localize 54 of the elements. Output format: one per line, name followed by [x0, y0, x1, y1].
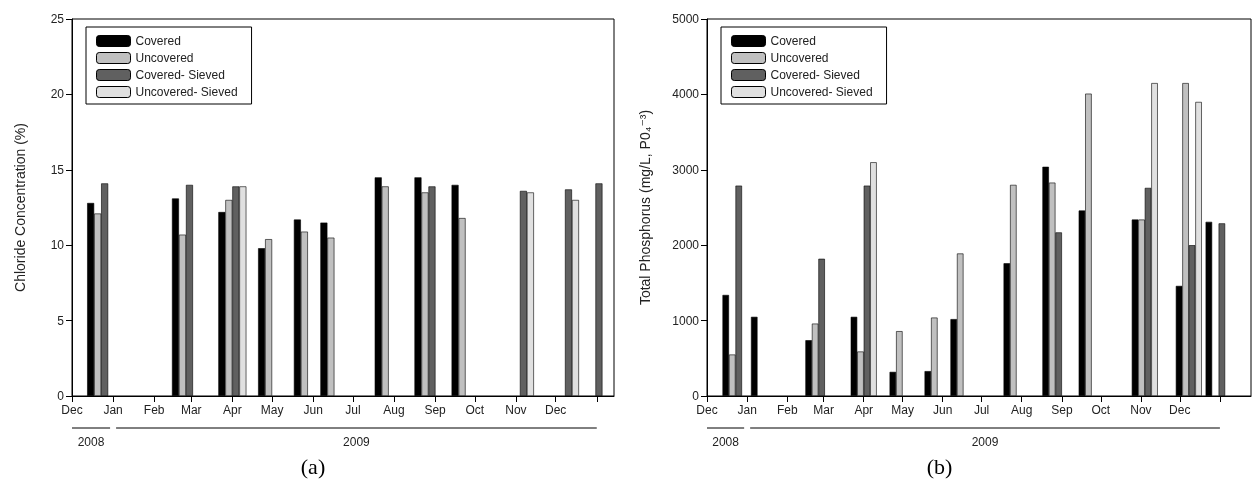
text: 2009 — [343, 435, 371, 449]
y-tick-label: 20 — [50, 87, 65, 102]
x-tick-label: Sep — [1051, 403, 1073, 417]
x-tick-label: Apr — [854, 403, 874, 417]
x-tick-label: Jul — [345, 403, 361, 417]
x-tick-label: Jan — [103, 403, 123, 417]
text: 2008 — [712, 435, 740, 449]
x-tick-label: Dec — [1169, 403, 1191, 417]
x-tick-label: May — [260, 403, 284, 417]
x-tick-label: Dec — [61, 403, 83, 417]
x-tick-label: Jul — [973, 403, 990, 417]
y-tick-label: 15 — [50, 162, 65, 177]
x-tick-label: Aug — [383, 403, 405, 417]
x-tick-label: Apr — [223, 403, 242, 417]
y-tick-label: 5 — [57, 313, 65, 328]
y-tick-label: 1000 — [672, 313, 700, 328]
x-tick-label: Mar — [180, 403, 202, 417]
x-tick-label: Mar — [813, 403, 834, 417]
x-tick-label: Sep — [424, 403, 447, 417]
text: 2009 — [971, 435, 999, 449]
y-tick-label: 4000 — [672, 87, 700, 102]
x-tick-label: Feb — [776, 403, 798, 417]
legend-label: Uncovered — [135, 51, 194, 65]
legend-label: Covered- Sieved — [135, 68, 225, 82]
x-tick-label: Aug — [1011, 403, 1033, 417]
y-tick-label: 0 — [692, 389, 700, 403]
legend-label: Covered- Sieved — [770, 68, 860, 82]
legend-label: Covered — [770, 34, 816, 48]
y-tick-label: 3000 — [672, 162, 700, 177]
x-tick-label: Jun — [933, 403, 953, 417]
x-tick-label: Dec — [696, 403, 718, 417]
x-tick-label: May — [891, 403, 914, 417]
y-axis-title: Chloride Concentration (%) — [12, 123, 28, 292]
x-tick-label: Nov — [505, 403, 527, 417]
x-tick-label: Nov — [1130, 403, 1152, 417]
legend-label: Covered — [135, 34, 181, 48]
y-axis-title: Total Phosphorus (mg/L, P0₄⁻³) — [637, 109, 653, 306]
text: (a) — [300, 453, 326, 479]
x-tick-label: Feb — [143, 403, 165, 417]
y-tick-label: 10 — [50, 238, 65, 253]
x-tick-label: Oct — [465, 403, 485, 417]
text: 2008 — [77, 435, 105, 449]
x-tick-label: Jun — [303, 403, 323, 417]
x-tick-label: Dec — [545, 403, 567, 417]
legend-label: Uncovered- Sieved — [770, 85, 873, 99]
x-tick-label: Jan — [737, 403, 757, 417]
text: (b) — [926, 453, 953, 479]
legend-label: Uncovered- Sieved — [135, 85, 238, 99]
legend-label: Uncovered — [770, 51, 829, 65]
y-tick-label: 0 — [57, 389, 65, 403]
y-tick-label: 25 — [50, 12, 65, 26]
y-tick-label: 5000 — [672, 12, 700, 26]
y-tick-label: 2000 — [672, 238, 700, 253]
x-tick-label: Oct — [1091, 403, 1111, 417]
